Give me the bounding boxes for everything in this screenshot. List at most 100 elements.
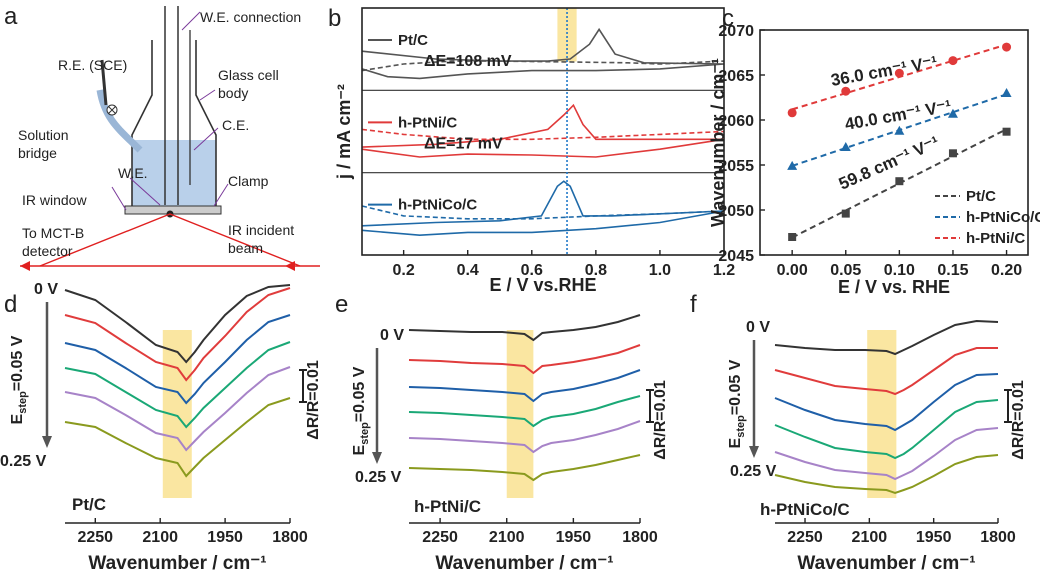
y-tick-label: 2065 <box>718 68 754 85</box>
y-tick-label: 2045 <box>718 248 754 265</box>
annotation: ΔE=108 mV <box>424 53 512 70</box>
x-tick-label: 1.2 <box>713 262 735 279</box>
diagram-label: Glass cell <box>218 67 279 83</box>
leader <box>193 127 219 151</box>
diagram-label: To MCT-B <box>22 225 84 241</box>
panel-label: c <box>722 5 734 32</box>
end-label: 0.25 V <box>0 453 47 470</box>
x-tick-label: 0.00 <box>777 262 808 279</box>
x-tick-label: 1950 <box>916 529 952 546</box>
highlight-band <box>557 8 577 62</box>
sample-label: h-PtNiCo/C <box>760 500 850 519</box>
spectrum <box>774 319 999 356</box>
diagram-label: IR incident <box>228 222 294 238</box>
marker <box>841 86 851 96</box>
marker <box>787 108 797 118</box>
scale-label: ΔR/R=0.01 <box>1010 380 1027 460</box>
scale-bar <box>1004 389 1012 423</box>
annotation: ΔE=17 mV <box>424 135 503 152</box>
marker <box>948 56 958 66</box>
x-axis-label: Wavenumber / cm⁻¹ <box>88 553 266 574</box>
x-tick-label: 1800 <box>272 529 308 546</box>
x-tick-label: 0.2 <box>393 262 415 279</box>
legend-label: Pt/C <box>966 188 996 205</box>
step-label: Estep=0.05 V <box>9 335 29 424</box>
diagram-label: W.E. connection <box>200 9 301 25</box>
frame <box>759 29 1029 256</box>
start-label: 0 V <box>34 281 58 298</box>
highlight-band <box>867 330 897 498</box>
spectrum <box>64 341 291 429</box>
scale-label: ΔR/R=0.01 <box>652 380 669 460</box>
slope-annotation: 59.8 cm⁻¹ V⁻¹ <box>836 132 942 193</box>
panel-label: d <box>4 291 17 318</box>
sample-label: Pt/C <box>72 495 106 514</box>
legend-label: h-PtNi/C <box>398 114 457 131</box>
spectrum <box>774 373 999 432</box>
x-tick-label: 1950 <box>207 529 243 546</box>
marker <box>947 108 958 118</box>
x-tick-label: 0.20 <box>991 262 1022 279</box>
start-label: 0 V <box>746 319 770 336</box>
x-axis-label: Wavenumber / cm⁻¹ <box>797 553 975 574</box>
spectrum <box>408 395 641 428</box>
marker <box>787 160 798 170</box>
marker <box>840 142 851 151</box>
y-tick-label: 2070 <box>718 23 754 40</box>
electrolyte <box>132 140 216 206</box>
diagram-label: W.E. <box>118 165 148 181</box>
leader <box>111 186 127 211</box>
leader <box>213 183 229 207</box>
start-label: 0 V <box>380 327 404 344</box>
leader <box>181 11 201 31</box>
spectrum <box>64 397 291 478</box>
x-axis-label: E / V vs.RHE <box>489 275 596 295</box>
spectrum <box>408 369 641 403</box>
x-axis-label: Wavenumber / cm⁻¹ <box>435 553 613 574</box>
scale-bar <box>299 369 307 403</box>
slope-annotation: 36.0 cm⁻¹ V⁻¹ <box>829 52 939 89</box>
legend-label: Pt/C <box>398 32 428 49</box>
solution-bridge <box>96 89 143 153</box>
step-label: Estep=0.05 V <box>351 366 371 455</box>
cv-curve <box>361 180 725 237</box>
step-value: =0.05 V <box>9 335 26 391</box>
marker <box>1002 42 1012 52</box>
panel-label: f <box>690 291 697 318</box>
x-tick-label: 2100 <box>142 529 178 546</box>
diagram-label: detector <box>22 243 73 259</box>
x-tick-label: 2250 <box>77 529 113 546</box>
leader <box>129 177 161 206</box>
marker <box>841 209 850 218</box>
spectrum <box>408 344 641 375</box>
x-tick-label: 1.0 <box>649 262 671 279</box>
y-tick-label: 2060 <box>718 113 754 130</box>
sample-label: h-PtNi/C <box>414 497 481 516</box>
scale-label: ΔR/R=0.01 <box>305 360 322 440</box>
spectrum <box>774 347 998 396</box>
end-label: 0.25 V <box>730 463 777 480</box>
legend-label: h-PtNiCo/C <box>398 197 477 214</box>
x-tick-label: 2100 <box>852 529 888 546</box>
y-tick-label: 2050 <box>718 203 754 220</box>
x-tick-label: 0.10 <box>884 262 915 279</box>
step-subscript: step <box>359 422 371 445</box>
y-tick-label: 2055 <box>718 158 754 175</box>
diagram-label: C.E. <box>222 117 249 133</box>
x-tick-label: 2100 <box>489 529 525 546</box>
spectrum <box>774 454 999 495</box>
x-axis-label: E / V vs. RHE <box>838 277 950 297</box>
marker <box>1001 88 1012 97</box>
spectrum <box>408 314 641 342</box>
x-tick-label: 0.05 <box>830 262 861 279</box>
panel-label: b <box>328 5 341 32</box>
diagram-label: Clamp <box>228 173 269 189</box>
x-tick-label: 0.15 <box>937 262 968 279</box>
step-arrowhead <box>42 436 52 448</box>
leader <box>199 89 216 101</box>
x-tick-label: 1800 <box>980 529 1016 546</box>
spectrum <box>64 314 291 405</box>
highlight-band <box>506 330 534 498</box>
x-tick-label: 0.6 <box>521 262 543 279</box>
step-value: =0.05 V <box>727 359 744 415</box>
